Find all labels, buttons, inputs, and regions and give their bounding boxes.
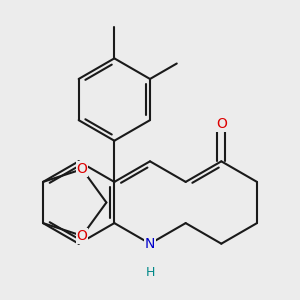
- Text: H: H: [145, 266, 155, 279]
- Text: N: N: [145, 237, 155, 251]
- Text: O: O: [77, 162, 88, 176]
- Text: O: O: [77, 229, 88, 243]
- Text: O: O: [216, 117, 227, 131]
